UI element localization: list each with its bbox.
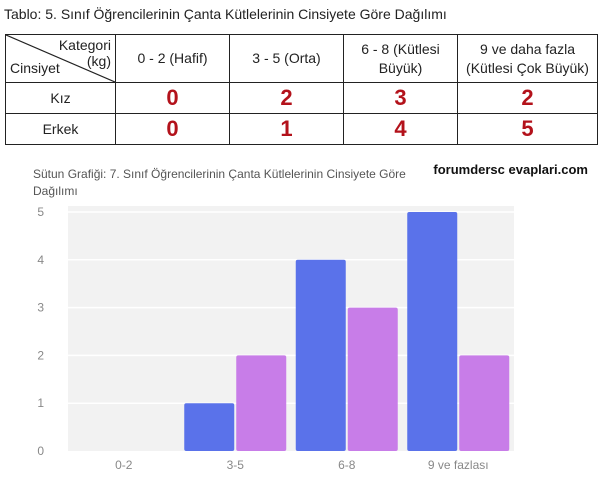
y-tick-label: 0 — [37, 444, 44, 458]
value-cell: 0 — [115, 82, 230, 114]
value-cell: 0 — [115, 113, 230, 145]
corner-gender-label: Cinsiyet — [10, 60, 60, 76]
table-title: Tablo: 5. Sınıf Öğrencilerinin Çanta Küt… — [4, 6, 447, 22]
table-header-row: Kategori (kg) Cinsiyet 0 - 2 (Hafif) 3 -… — [5, 34, 598, 83]
value-cell: 3 — [343, 82, 458, 114]
chart-title: Sütun Grafiği: 7. Sınıf Öğrencilerinin Ç… — [33, 167, 406, 198]
header-cell: 3 - 5 (Orta) — [229, 34, 344, 83]
value-cell: 4 — [343, 113, 458, 145]
value-cell: 1 — [229, 113, 344, 145]
x-tick-label: 3-5 — [227, 458, 245, 472]
corner-category-label: Kategori (kg) — [59, 37, 111, 69]
header-cell: 9 ve daha fazla (Kütlesi Çok Büyük) — [457, 34, 598, 83]
table-row-erkek: Erkek 0 1 4 5 — [5, 113, 598, 145]
x-tick-label: 9 ve fazlası — [428, 458, 489, 472]
y-tick-label: 1 — [37, 396, 44, 410]
corner-category-text: Kategori — [58, 37, 111, 53]
y-tick-label: 3 — [37, 301, 44, 315]
bar — [184, 403, 235, 451]
watermark-text: forumdersc evaplari.com — [433, 162, 588, 177]
bar — [236, 355, 287, 451]
y-tick-label: 5 — [37, 205, 44, 219]
row-label: Erkek — [5, 113, 116, 145]
value-cell: 5 — [457, 113, 598, 145]
x-tick-label: 0-2 — [115, 458, 133, 472]
bar — [407, 212, 458, 451]
y-tick-label: 2 — [37, 348, 44, 362]
x-tick-label: 6-8 — [338, 458, 356, 472]
bar — [459, 355, 510, 451]
y-tick-label: 4 — [37, 253, 44, 267]
table-row-kiz: Kız 0 2 3 2 — [5, 82, 598, 114]
corner-diagonal-line — [6, 35, 115, 82]
bar — [295, 259, 346, 451]
distribution-table: Kategori (kg) Cinsiyet 0 - 2 (Hafif) 3 -… — [5, 34, 598, 145]
corner-unit-text: (kg) — [86, 53, 111, 69]
row-label: Kız — [5, 82, 116, 114]
bar — [347, 307, 398, 451]
table-corner-cell: Kategori (kg) Cinsiyet — [5, 34, 116, 83]
